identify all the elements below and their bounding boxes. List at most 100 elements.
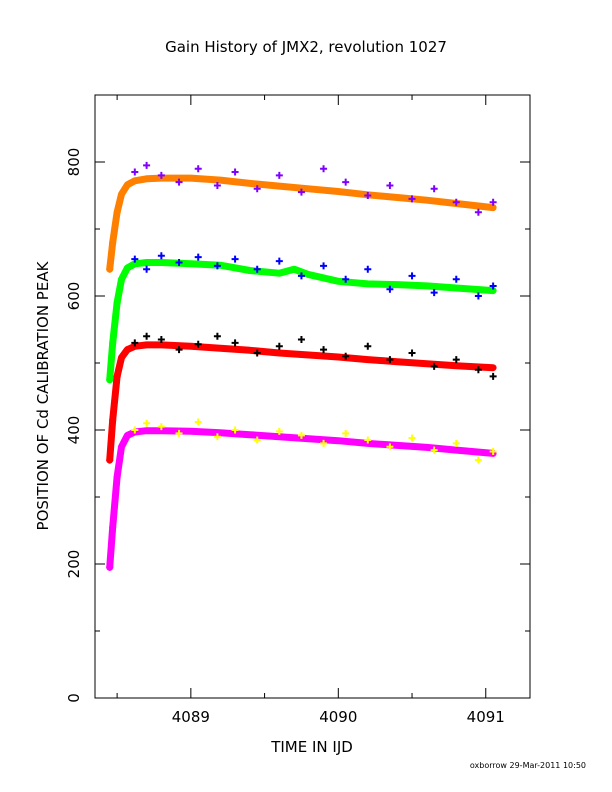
data-point xyxy=(131,426,139,434)
data-point xyxy=(452,198,460,206)
y-tick-label: 400 xyxy=(65,416,83,445)
data-point xyxy=(113,208,121,216)
data-point xyxy=(452,275,460,283)
series-4 xyxy=(106,341,497,464)
data-point xyxy=(118,190,126,198)
data-point xyxy=(474,456,482,464)
data-point xyxy=(231,339,239,347)
data-point xyxy=(474,208,482,216)
data-point xyxy=(320,346,328,354)
data-point xyxy=(113,372,121,380)
data-point xyxy=(275,171,283,179)
data-point xyxy=(157,252,165,260)
data-point xyxy=(109,238,117,246)
data-point xyxy=(106,376,114,384)
data-point xyxy=(106,563,114,571)
data-point xyxy=(175,346,183,354)
data-point xyxy=(194,253,202,261)
data-point xyxy=(452,356,460,364)
data-point xyxy=(386,285,394,293)
data-point xyxy=(131,255,139,263)
series-5 xyxy=(131,332,497,380)
data-point xyxy=(364,342,372,350)
x-tick-label: 4090 xyxy=(319,708,357,726)
data-point xyxy=(131,168,139,176)
footer-timestamp: oxborrow 29-Mar-2011 10:50 xyxy=(470,761,586,770)
data-point xyxy=(231,426,239,434)
data-point xyxy=(106,265,114,273)
data-point xyxy=(253,436,261,444)
data-point xyxy=(430,185,438,193)
x-tick-label: 4091 xyxy=(467,708,505,726)
data-point xyxy=(194,340,202,348)
data-point xyxy=(364,192,372,199)
data-point xyxy=(143,332,151,340)
data-point xyxy=(253,349,261,357)
smooth-line xyxy=(106,427,497,571)
data-point xyxy=(253,265,261,273)
smooth-line xyxy=(106,259,497,384)
series-3 xyxy=(131,252,497,300)
series-7 xyxy=(131,418,497,464)
data-point xyxy=(231,168,239,176)
smooth-line xyxy=(106,341,497,464)
series-6 xyxy=(106,427,497,571)
data-point xyxy=(386,356,394,364)
data-point xyxy=(194,165,202,173)
data-point xyxy=(113,473,121,481)
data-point xyxy=(118,354,126,362)
data-point xyxy=(320,165,328,173)
data-point xyxy=(430,289,438,297)
data-point xyxy=(123,264,131,272)
series-2 xyxy=(106,259,497,384)
data-point xyxy=(364,265,372,273)
data-point xyxy=(131,339,139,347)
x-axis-label: TIME IN IJD xyxy=(270,738,353,756)
data-point xyxy=(109,416,117,424)
data-point xyxy=(175,429,183,437)
y-tick-label: 200 xyxy=(65,550,83,579)
data-point xyxy=(386,181,394,189)
x-tick-label: 4089 xyxy=(172,708,210,726)
data-point xyxy=(253,185,261,193)
data-point xyxy=(297,431,305,439)
data-point xyxy=(408,349,416,357)
data-point xyxy=(342,275,350,283)
data-point xyxy=(297,188,305,196)
data-point xyxy=(275,342,283,350)
data-point xyxy=(213,181,221,189)
data-point xyxy=(342,178,350,186)
data-point xyxy=(106,456,114,464)
series-1 xyxy=(131,161,497,216)
plot-frame xyxy=(94,94,531,699)
data-point xyxy=(113,299,121,307)
data-point xyxy=(408,272,416,280)
data-point xyxy=(489,282,497,290)
data-point xyxy=(430,362,438,370)
data-point xyxy=(474,292,482,300)
data-point xyxy=(123,431,131,439)
data-point xyxy=(275,427,283,435)
data-point xyxy=(297,272,305,280)
y-tick-label: 0 xyxy=(65,693,83,703)
data-point xyxy=(489,447,497,455)
data-point xyxy=(143,419,151,427)
data-point xyxy=(275,257,283,265)
data-point xyxy=(489,372,497,380)
data-point xyxy=(194,418,202,426)
data-point xyxy=(109,523,117,531)
data-point xyxy=(157,423,165,431)
data-point xyxy=(109,339,117,347)
data-point xyxy=(213,262,221,270)
chart-title: Gain History of JMX2, revolution 1027 xyxy=(165,38,447,56)
data-point xyxy=(386,443,394,451)
data-point xyxy=(489,198,497,206)
data-point xyxy=(231,255,239,263)
data-point xyxy=(123,346,131,354)
data-point xyxy=(320,439,328,447)
data-point xyxy=(213,433,221,441)
data-point xyxy=(175,178,183,186)
data-point xyxy=(157,171,165,179)
data-point xyxy=(143,265,151,273)
